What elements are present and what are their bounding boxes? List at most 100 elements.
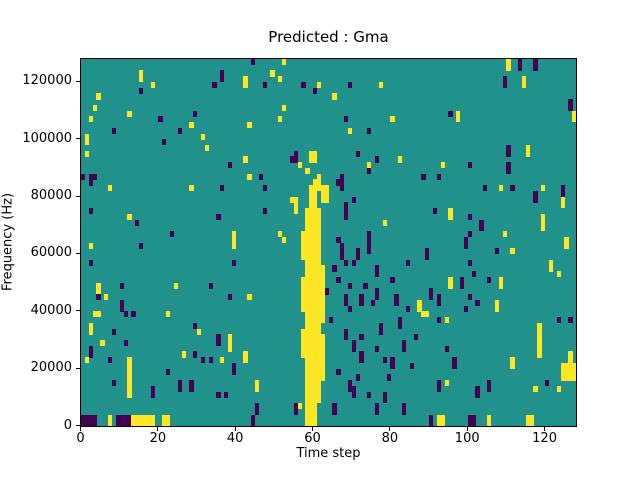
heatmap-cell xyxy=(309,150,318,163)
heatmap-cell xyxy=(556,271,561,278)
x-axis-label: Time step xyxy=(296,446,361,461)
heatmap-cell xyxy=(463,305,469,312)
heatmap-cell xyxy=(282,104,287,111)
heatmap-cell xyxy=(177,380,182,392)
heatmap-cell xyxy=(336,236,341,243)
heatmap-cell xyxy=(432,208,438,215)
heatmap-cell xyxy=(173,282,179,289)
heatmap-cell xyxy=(537,322,542,358)
heatmap-cell xyxy=(111,127,117,134)
heatmap-cell xyxy=(506,162,511,175)
heatmap-cell xyxy=(444,317,449,324)
heatmap-cell xyxy=(429,288,434,301)
heatmap-cell xyxy=(568,99,573,111)
heatmap-cell xyxy=(398,317,403,329)
y-tick-mark xyxy=(76,138,80,140)
heatmap-cell xyxy=(394,294,399,306)
heatmap-cell xyxy=(506,59,511,71)
heatmap-cell xyxy=(332,265,337,272)
heatmap-cell xyxy=(270,70,275,77)
heatmap-cell xyxy=(332,403,337,415)
heatmap-cell xyxy=(467,294,472,301)
heatmap-cell xyxy=(475,385,480,398)
heatmap-cell xyxy=(498,276,503,289)
heatmap-cell xyxy=(568,351,573,364)
heatmap-cell xyxy=(533,59,538,71)
heatmap-cell xyxy=(88,322,93,329)
heatmap-cell xyxy=(436,380,442,392)
heatmap-cell xyxy=(262,185,268,192)
heatmap-cell xyxy=(494,299,500,312)
heatmap-cell xyxy=(262,81,268,89)
heatmap-cell xyxy=(119,282,124,289)
heatmap-cell xyxy=(471,271,476,278)
heatmap-cell xyxy=(347,81,353,89)
x-tick-mark xyxy=(544,427,546,431)
heatmap-cell xyxy=(84,357,90,364)
heatmap-cell xyxy=(301,81,306,89)
heatmap-cell xyxy=(255,380,260,392)
heatmap-cell xyxy=(560,185,565,198)
heatmap-cell xyxy=(84,133,90,146)
heatmap-cell xyxy=(320,265,326,324)
heatmap-cell xyxy=(398,156,403,163)
heatmap-cell xyxy=(189,122,194,129)
y-tick-label: 100000 xyxy=(22,130,72,146)
heatmap-cell xyxy=(448,208,453,220)
heatmap-cell xyxy=(347,127,353,134)
heatmap-cell xyxy=(162,139,167,146)
heatmap-cell xyxy=(401,403,407,415)
heatmap-cell xyxy=(139,242,144,249)
heatmap-cell xyxy=(305,414,318,426)
heatmap-cell xyxy=(347,305,353,312)
heatmap-cell xyxy=(510,357,515,370)
heatmap-cell xyxy=(374,265,380,278)
heatmap-cell xyxy=(459,276,465,289)
heatmap-cell xyxy=(363,282,368,289)
y-tick-label: 20000 xyxy=(30,360,72,376)
heatmap-cell xyxy=(456,110,461,123)
heatmap-cell xyxy=(367,248,372,255)
heatmap-cell xyxy=(231,362,237,375)
heatmap-cell xyxy=(452,357,457,370)
heatmap-cell xyxy=(498,185,503,192)
chart-title: Predicted : Gma xyxy=(268,28,389,46)
heatmap-cell xyxy=(502,76,507,89)
heatmap-cell xyxy=(533,385,538,392)
heatmap-cell xyxy=(193,110,198,117)
heatmap-cell xyxy=(487,276,492,284)
heatmap-cell xyxy=(347,282,353,289)
heatmap-cell xyxy=(320,185,329,203)
heatmap-cell xyxy=(351,385,356,398)
heatmap-cell xyxy=(371,299,376,306)
heatmap-cell xyxy=(309,185,314,426)
heatmap-cell xyxy=(81,173,86,180)
heatmap-cell xyxy=(436,173,442,180)
heatmap-cell xyxy=(88,259,93,266)
heatmap-cell xyxy=(390,357,395,370)
heatmap-cell xyxy=(197,328,202,335)
heatmap-cell xyxy=(251,414,256,426)
heatmap-cell xyxy=(382,357,387,364)
heatmap-cell xyxy=(463,236,469,249)
heatmap-cell xyxy=(293,150,298,163)
y-tick-mark xyxy=(76,310,80,312)
y-axis-label: Frequency (Hz) xyxy=(0,192,16,292)
heatmap-cell xyxy=(251,59,256,66)
heatmap-cell xyxy=(220,357,225,364)
heatmap-cell xyxy=(556,317,561,324)
heatmap-cell xyxy=(96,294,101,301)
heatmap-cell xyxy=(390,276,395,284)
y-tick-label: 40000 xyxy=(30,302,72,318)
heatmap-cell xyxy=(347,380,353,392)
heatmap-cell xyxy=(374,288,380,301)
heatmap-cell xyxy=(169,231,175,238)
heatmap-cell xyxy=(96,93,101,100)
heatmap-cell xyxy=(247,122,252,129)
heatmap-cell xyxy=(367,167,372,175)
plot-area xyxy=(80,58,577,427)
heatmap-cell xyxy=(88,345,93,358)
x-tick-mark xyxy=(157,427,159,431)
heatmap-cell xyxy=(413,334,418,341)
